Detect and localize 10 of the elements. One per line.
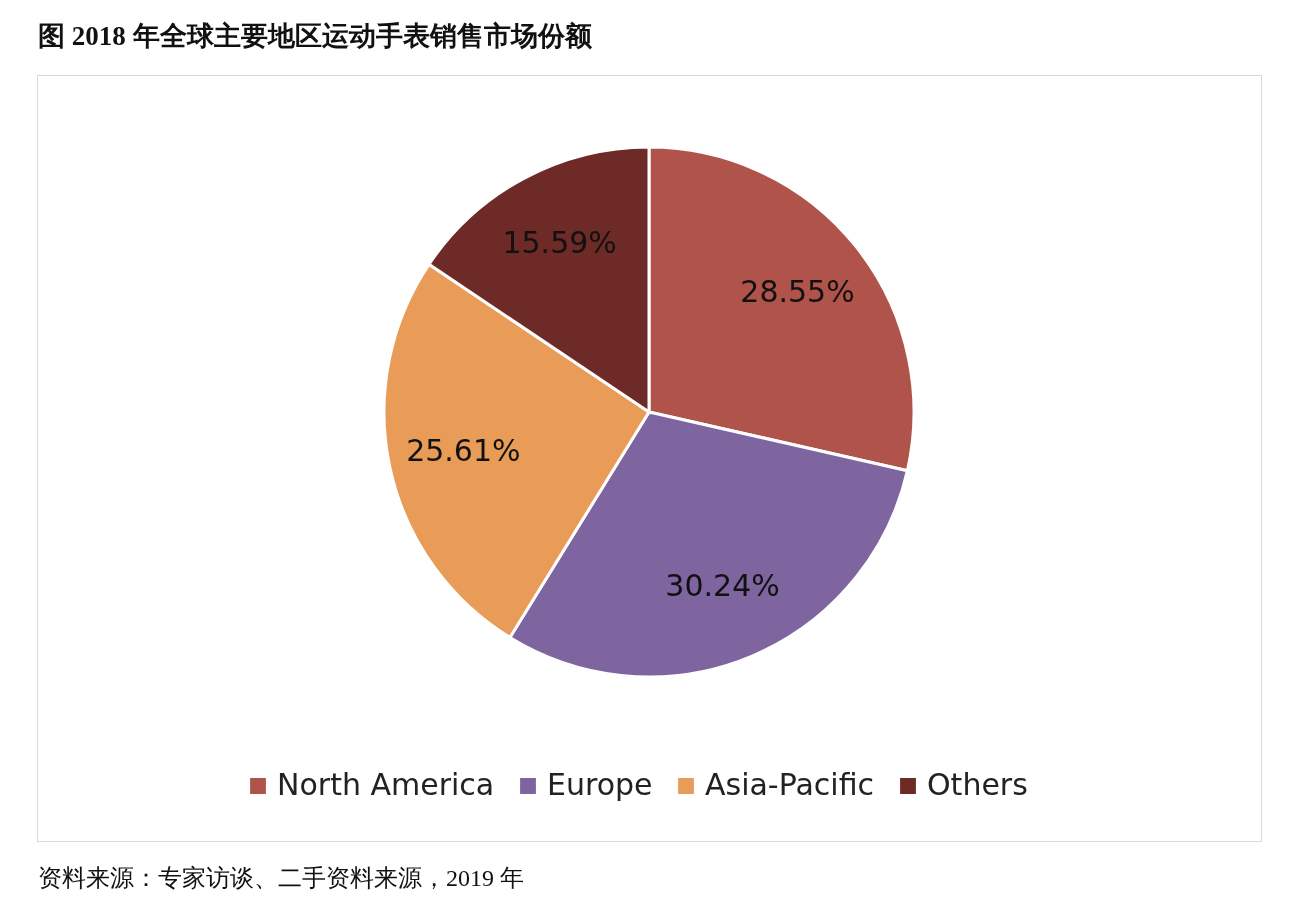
- legend-label: Asia-Pacific: [705, 767, 875, 802]
- data-label: 15.59%: [502, 225, 617, 261]
- text: 资料来源：专家访谈、二手资料来源，2019 年: [38, 864, 524, 893]
- chart-title: 图 2018 年全球主要地区运动手表销售市场份额: [38, 20, 592, 53]
- data-label: 25.61%: [406, 433, 521, 469]
- data-label: 28.55%: [740, 274, 855, 310]
- legend-label: Europe: [547, 767, 653, 802]
- legend-label: Others: [927, 767, 1028, 802]
- data-label: 30.24%: [665, 568, 780, 604]
- legend-label: North America: [277, 767, 495, 802]
